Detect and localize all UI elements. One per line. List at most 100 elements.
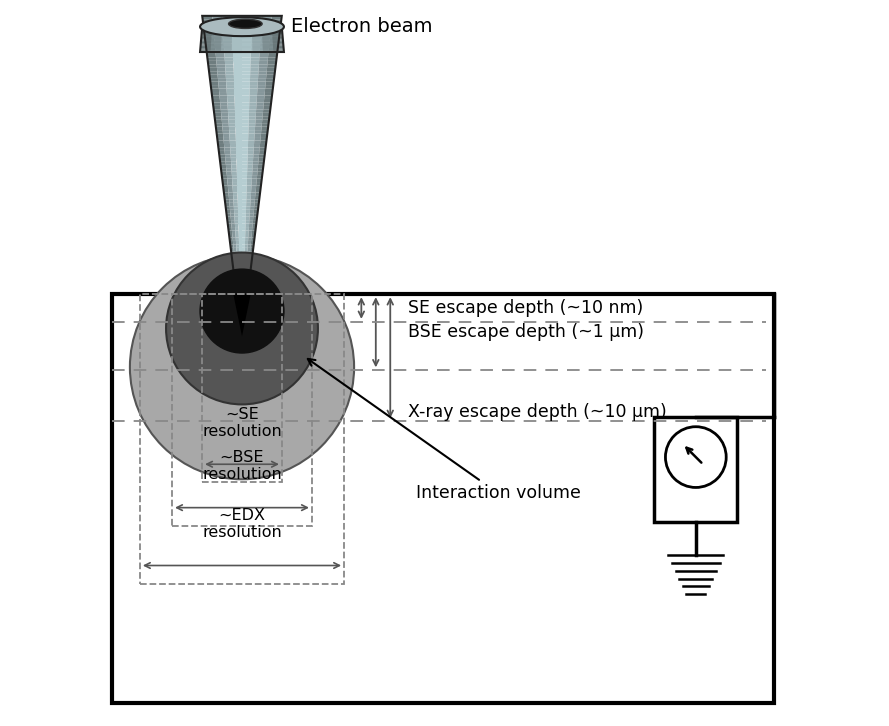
Polygon shape <box>262 28 272 29</box>
Polygon shape <box>217 134 223 137</box>
Polygon shape <box>268 61 276 65</box>
Polygon shape <box>225 65 234 68</box>
Polygon shape <box>228 123 236 126</box>
Polygon shape <box>242 33 252 36</box>
Polygon shape <box>252 36 262 37</box>
Polygon shape <box>252 30 262 32</box>
Polygon shape <box>225 151 230 155</box>
Polygon shape <box>208 65 217 68</box>
Polygon shape <box>230 248 234 251</box>
Polygon shape <box>254 144 260 147</box>
Polygon shape <box>228 189 233 192</box>
Polygon shape <box>260 51 268 54</box>
Polygon shape <box>201 46 211 47</box>
Polygon shape <box>242 49 252 51</box>
Polygon shape <box>242 96 250 99</box>
Polygon shape <box>242 34 252 36</box>
Polygon shape <box>253 147 260 151</box>
Polygon shape <box>251 57 260 61</box>
Ellipse shape <box>228 19 262 28</box>
Polygon shape <box>270 26 281 30</box>
Polygon shape <box>272 33 283 34</box>
Polygon shape <box>253 151 260 155</box>
Polygon shape <box>212 32 222 33</box>
Polygon shape <box>263 110 270 113</box>
Polygon shape <box>202 33 212 34</box>
Polygon shape <box>245 224 249 227</box>
Polygon shape <box>260 44 269 47</box>
Circle shape <box>200 269 284 353</box>
Polygon shape <box>228 224 232 227</box>
Polygon shape <box>250 85 258 89</box>
Polygon shape <box>233 36 242 40</box>
Polygon shape <box>236 279 238 282</box>
Polygon shape <box>242 203 246 206</box>
Polygon shape <box>232 234 236 237</box>
Polygon shape <box>229 137 236 141</box>
Polygon shape <box>212 39 221 41</box>
Polygon shape <box>238 231 242 234</box>
Polygon shape <box>221 47 232 48</box>
Polygon shape <box>211 49 221 51</box>
Polygon shape <box>248 272 251 276</box>
Polygon shape <box>242 106 249 110</box>
Polygon shape <box>229 200 234 203</box>
Polygon shape <box>227 171 232 175</box>
Polygon shape <box>242 92 250 96</box>
Polygon shape <box>250 92 257 96</box>
Polygon shape <box>233 245 236 248</box>
Polygon shape <box>244 286 245 290</box>
Polygon shape <box>242 130 248 134</box>
Polygon shape <box>235 106 242 110</box>
Polygon shape <box>232 33 242 34</box>
Polygon shape <box>249 258 252 261</box>
Polygon shape <box>212 96 220 99</box>
Polygon shape <box>231 161 236 165</box>
Polygon shape <box>233 47 242 51</box>
Polygon shape <box>242 171 247 175</box>
Polygon shape <box>238 279 240 282</box>
Polygon shape <box>252 48 263 49</box>
Polygon shape <box>223 33 233 36</box>
Polygon shape <box>221 42 232 43</box>
Polygon shape <box>262 33 272 34</box>
Polygon shape <box>244 265 246 269</box>
Polygon shape <box>238 220 242 224</box>
Polygon shape <box>200 49 211 51</box>
Polygon shape <box>229 237 233 241</box>
Polygon shape <box>220 92 227 96</box>
Polygon shape <box>221 38 232 39</box>
Polygon shape <box>221 120 228 123</box>
Polygon shape <box>207 54 216 57</box>
Polygon shape <box>233 54 242 57</box>
Polygon shape <box>271 20 281 23</box>
Polygon shape <box>228 120 236 123</box>
Polygon shape <box>245 231 249 234</box>
Polygon shape <box>236 130 242 134</box>
Polygon shape <box>225 158 231 161</box>
Polygon shape <box>247 251 250 255</box>
Polygon shape <box>238 206 242 210</box>
Polygon shape <box>211 51 221 52</box>
Polygon shape <box>242 46 252 47</box>
Polygon shape <box>242 99 250 102</box>
Polygon shape <box>254 137 260 141</box>
Polygon shape <box>231 251 234 255</box>
Polygon shape <box>236 123 242 126</box>
Polygon shape <box>216 130 223 134</box>
Polygon shape <box>222 30 232 32</box>
Polygon shape <box>224 51 233 54</box>
Polygon shape <box>252 47 263 48</box>
Polygon shape <box>263 49 274 51</box>
Polygon shape <box>254 141 260 144</box>
Polygon shape <box>247 168 252 171</box>
Polygon shape <box>242 186 247 189</box>
Polygon shape <box>228 182 233 186</box>
Polygon shape <box>230 245 234 248</box>
Polygon shape <box>225 68 234 71</box>
Polygon shape <box>272 27 282 28</box>
Polygon shape <box>265 85 273 89</box>
Polygon shape <box>242 75 250 78</box>
Polygon shape <box>215 51 224 54</box>
Polygon shape <box>248 126 255 130</box>
